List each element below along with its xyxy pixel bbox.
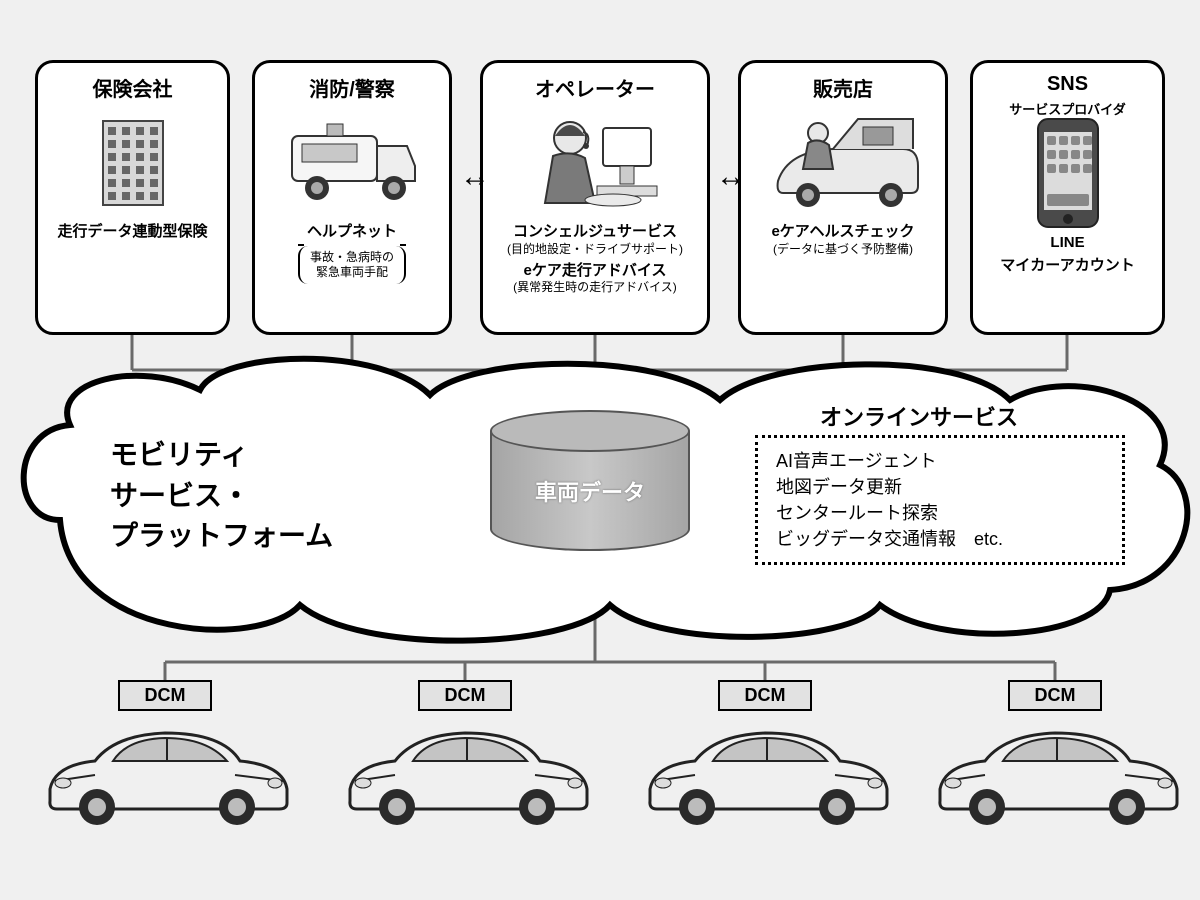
car-icon	[925, 711, 1185, 836]
dcm-label: DCM	[118, 680, 212, 711]
service-box-1: 消防/警察ヘルプネット事故・急病時の緊急車両手配	[252, 60, 452, 335]
service-line: LINE	[979, 233, 1156, 253]
service-paren: (目的地設定・ドライブサポート)	[489, 242, 701, 257]
service-box-4: SNSサービスプロバイダLINEマイカーアカウント	[970, 60, 1165, 335]
online-services-box: AI音声エージェント地図データ更新センタールート探索ビッグデータ交通情報 etc…	[755, 435, 1125, 565]
service-title: オペレーター	[489, 73, 701, 102]
service-icon	[979, 119, 1156, 229]
vehicle-1: DCM	[335, 680, 595, 836]
service-title: 保険会社	[44, 73, 221, 102]
diagram-canvas: { "services": [ {"title":"保険会社","lines":…	[0, 0, 1200, 900]
service-line: eケアヘルスチェック	[747, 222, 939, 242]
service-paren: (データに基づく予防整備)	[747, 242, 939, 257]
service-line: コンシェルジュサービス	[489, 222, 701, 242]
car-icon	[635, 711, 895, 836]
cylinder-top	[490, 410, 690, 452]
cylinder-label: 車両データ	[490, 475, 690, 507]
vehicle-2: DCM	[635, 680, 895, 836]
dcm-label: DCM	[1008, 680, 1102, 711]
service-title: 消防/警察	[261, 73, 443, 102]
service-box-0: 保険会社走行データ連動型保険	[35, 60, 230, 335]
vehicle-3: DCM	[925, 680, 1185, 836]
bidir-arrow-icon: ↔	[460, 160, 490, 194]
vehicle-0: DCM	[35, 680, 295, 836]
service-icon	[261, 108, 443, 218]
service-line: マイカーアカウント	[979, 256, 1156, 276]
online-service-item: ビッグデータ交通情報 etc.	[776, 526, 1104, 552]
service-line: ヘルプネット	[261, 222, 443, 242]
service-title: SNS	[979, 73, 1156, 96]
online-services-title: オンラインサービス	[820, 400, 1030, 432]
online-service-item: AI音声エージェント	[776, 448, 1104, 474]
service-title: 販売店	[747, 73, 939, 102]
service-box-2: オペレーターコンシェルジュサービス(目的地設定・ドライブサポート) eケア走行アド…	[480, 60, 710, 335]
online-service-item: 地図データ更新	[776, 474, 1104, 500]
dcm-label: DCM	[718, 680, 812, 711]
service-line: 走行データ連動型保険	[44, 222, 221, 242]
online-service-item: センタールート探索	[776, 500, 1104, 526]
service-box-3: 販売店 eケアヘルスチェック(データに基づく予防整備)	[738, 60, 948, 335]
service-icon	[747, 108, 939, 218]
dcm-label: DCM	[418, 680, 512, 711]
bidir-arrow-icon: ↔	[716, 160, 746, 194]
cloud-title: モビリティサービス・プラットフォーム	[110, 435, 333, 557]
vehicle-data-cylinder: 車両データ	[490, 410, 690, 560]
service-icon	[489, 108, 701, 218]
service-paren: 事故・急病時の緊急車両手配	[261, 246, 443, 284]
service-line: eケア走行アドバイス	[489, 261, 701, 281]
service-icon	[44, 108, 221, 218]
car-icon	[335, 711, 595, 836]
service-paren: (異常発生時の走行アドバイス)	[489, 280, 701, 295]
car-icon	[35, 711, 295, 836]
